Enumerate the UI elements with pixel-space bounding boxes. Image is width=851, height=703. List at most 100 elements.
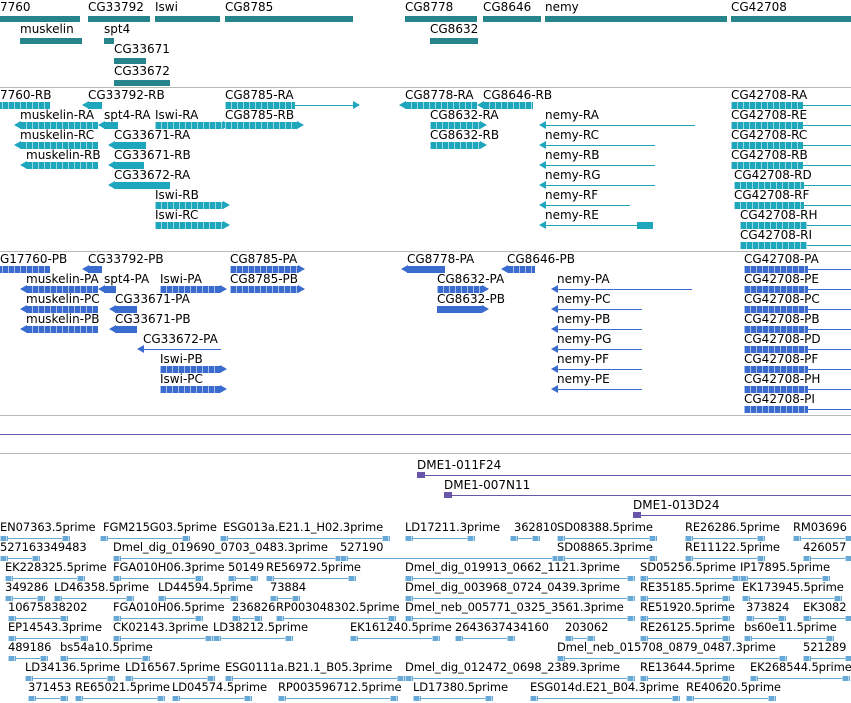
- intron-line: [545, 225, 653, 226]
- feature-label: Dmel_neb_015708_0879_0487.3prime: [557, 640, 776, 654]
- feature-label: bs60e11.5prime: [744, 620, 837, 634]
- gene-bar[interactable]: [483, 16, 541, 22]
- exon-block: [637, 222, 653, 229]
- est-block: [390, 696, 398, 701]
- est-block: [8, 636, 16, 641]
- feature-label: 7760-RB: [0, 88, 52, 102]
- exon-block: [744, 366, 808, 373]
- feature-label: SD08388.5prime: [557, 520, 653, 534]
- clone-track[interactable]: DME1-011F24 DME1-007N11 DME1-013D24: [0, 0, 851, 518]
- feature-label: CG8646-PB: [507, 252, 576, 266]
- est-block: [455, 636, 463, 641]
- feature-label: nemy-PF: [557, 352, 610, 366]
- feature-label: 426057: [803, 540, 847, 554]
- gene-bar[interactable]: [155, 16, 220, 22]
- est-line: [113, 638, 213, 639]
- est-block: [60, 656, 68, 661]
- arrow-right-icon: [298, 285, 305, 293]
- est-block: [803, 616, 811, 621]
- gene-bar[interactable]: [731, 16, 851, 22]
- feature-label: SD08865.3prime: [557, 540, 653, 554]
- est-line: [640, 578, 740, 579]
- gene-bar[interactable]: [405, 16, 477, 22]
- est-line: [8, 658, 48, 659]
- arrow-left-icon: [14, 141, 21, 149]
- feature-label: 2643637434160: [455, 620, 549, 634]
- gene-bar[interactable]: [114, 58, 146, 64]
- est-block: [845, 616, 851, 621]
- arrow-right-icon: [480, 141, 487, 149]
- exon-block: [744, 346, 808, 353]
- est-block: [627, 576, 635, 581]
- gene-bar[interactable]: [88, 16, 150, 22]
- feature-label: CG33671-PB: [115, 312, 191, 326]
- est-block: [220, 536, 228, 541]
- est-block: [685, 536, 693, 541]
- est-line: [0, 558, 40, 559]
- feature-label: CG8632: [430, 22, 479, 36]
- feature-label: CG42708-PA: [744, 252, 819, 266]
- est-line: [740, 578, 830, 579]
- est-block: [640, 636, 648, 641]
- est-block: [158, 596, 166, 601]
- est-block: [350, 636, 358, 641]
- arrow-right-icon: [482, 305, 489, 313]
- arrow-left-icon: [401, 265, 408, 273]
- clone-end: [417, 472, 425, 478]
- arrow-left-icon: [98, 121, 105, 129]
- feature-label: CG33671-RA: [114, 128, 191, 142]
- gene-bar[interactable]: [430, 38, 478, 44]
- arrow-left-icon: [20, 305, 27, 313]
- est-block: [405, 616, 413, 621]
- gene-bar[interactable]: [0, 16, 80, 22]
- exon-block: [115, 326, 137, 333]
- est-line: [803, 658, 851, 659]
- feature-label: spt4: [104, 22, 131, 36]
- feature-label: CG8632-PB: [437, 292, 506, 306]
- est-block: [413, 696, 421, 701]
- feature-label: CG42708-RD: [734, 168, 812, 182]
- gene-bar[interactable]: [104, 38, 114, 44]
- arrow-left-icon: [82, 101, 89, 109]
- gene-bar[interactable]: [20, 38, 82, 44]
- est-block: [225, 676, 233, 681]
- gene-bar[interactable]: [545, 16, 727, 22]
- arrow-left-icon: [539, 161, 546, 169]
- arrow-right-icon: [220, 385, 227, 393]
- exon-block: [744, 406, 808, 413]
- est-block: [649, 536, 657, 541]
- est-block: [28, 696, 36, 701]
- est-block: [793, 536, 801, 541]
- feature-label: CG33672: [114, 64, 170, 78]
- arrow-left-icon: [539, 121, 546, 129]
- est-block: [672, 696, 680, 701]
- est-line: [220, 538, 390, 539]
- est-line: [54, 598, 134, 599]
- arrow-left-icon: [551, 325, 558, 333]
- feature-label: EK228325.5prime: [5, 560, 107, 574]
- feature-label: RE56972.5prime: [266, 560, 361, 574]
- transcript-track[interactable]: 7760-RB CG33792-RB Iswi-RA CG8785-RA CG8785-…: [0, 0, 851, 251]
- feature-label: CG8785: [225, 0, 274, 14]
- arrow-right-icon: [223, 201, 230, 209]
- est-line: [405, 598, 635, 599]
- gene-bar[interactable]: [114, 80, 170, 86]
- exon-block: [225, 122, 297, 129]
- arrow-left-icon: [551, 385, 558, 393]
- gene-bar[interactable]: [225, 16, 353, 22]
- feature-label: nemy-PC: [557, 292, 611, 306]
- empty-track-line: [0, 434, 851, 435]
- est-block: [60, 696, 68, 701]
- protein-track[interactable]: G17760-PB CG33792-PB muskelin-PA muskelin-P…: [0, 0, 851, 415]
- arrow-left-icon: [109, 305, 116, 313]
- est-line: [742, 598, 842, 599]
- est-line: [413, 698, 493, 699]
- est-block: [778, 616, 786, 621]
- est-line: [5, 578, 85, 579]
- est-block: [213, 636, 221, 641]
- feature-label: Iswi-RA: [155, 108, 199, 122]
- est-line: [340, 558, 560, 559]
- gene-track[interactable]: 7760 CG33792 Iswi CG8785 muskelin spt4 CG33671…: [0, 0, 851, 87]
